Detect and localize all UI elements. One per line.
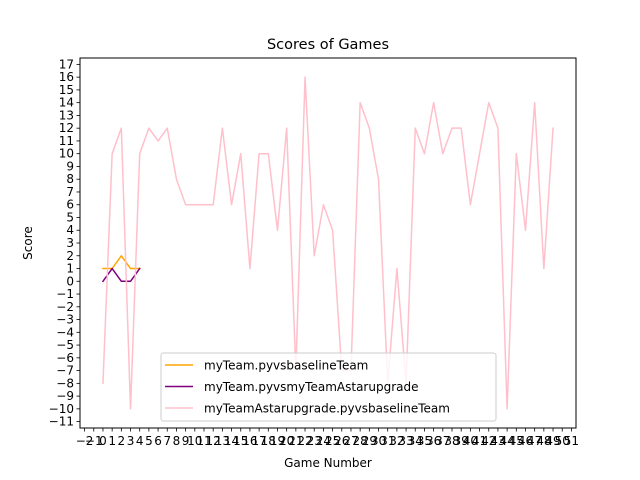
x-tick-label: 28 [353, 434, 368, 448]
x-tick-label: 21 [288, 434, 303, 448]
y-tick-label: −11 [49, 415, 74, 429]
y-tick-label: 5 [66, 210, 74, 224]
x-tick-label: 7 [163, 434, 171, 448]
x-tick-label: 36 [426, 434, 441, 448]
y-tick-label: 15 [59, 83, 74, 97]
y-tick-label: −3 [56, 313, 74, 327]
x-tick-label: 42 [481, 434, 496, 448]
x-tick-label: 19 [270, 434, 285, 448]
y-tick-label: 3 [66, 236, 74, 250]
x-tick-label: 4 [136, 434, 144, 448]
x-tick-label: 31 [380, 434, 395, 448]
y-tick-label: 7 [66, 185, 74, 199]
x-tick-label: 37 [435, 434, 450, 448]
y-tick-label: 0 [66, 274, 74, 288]
x-tick-label: 30 [371, 434, 386, 448]
x-tick-label: 12 [206, 434, 221, 448]
x-tick-label: 1 [108, 434, 116, 448]
x-tick-label: 44 [499, 434, 514, 448]
x-tick-label: 45 [509, 434, 524, 448]
x-axis-label: Game Number [284, 456, 372, 470]
y-tick-label: 2 [66, 249, 74, 263]
legend: myTeam.pyvsbaselineTeam myTeam.pyvsmyTeam… [160, 352, 497, 422]
legend-label-1: myTeam.pyvsmyTeamAstarupgrade [204, 380, 418, 394]
x-tick-label: 32 [389, 434, 404, 448]
x-tick-label: 10 [187, 434, 202, 448]
x-tick-label: 34 [408, 434, 423, 448]
x-tick-label: 3 [127, 434, 135, 448]
x-tick-label: 15 [233, 434, 248, 448]
x-tick-label: 13 [215, 434, 230, 448]
y-tick-label: −1 [56, 287, 74, 301]
series-line-2 [102, 76, 554, 410]
x-tick-label: 50 [555, 434, 570, 448]
y-tick-label: 10 [59, 147, 74, 161]
x-tick-label: 24 [316, 434, 331, 448]
x-tick-label: 47 [527, 434, 542, 448]
x-tick-label: 26 [334, 434, 349, 448]
x-tick-label: 11 [196, 434, 211, 448]
y-axis-label: Score [21, 226, 35, 260]
series-layer [101, 76, 554, 410]
x-tick-label: 16 [242, 434, 257, 448]
y-tick-label: 14 [59, 96, 74, 110]
x-tick-label: 8 [173, 434, 181, 448]
y-tick-label: 4 [66, 223, 74, 237]
y-tick-label: −9 [56, 389, 74, 403]
x-tick-label: 29 [362, 434, 377, 448]
x-tick-label: 35 [417, 434, 432, 448]
y-tick-label: 6 [66, 198, 74, 212]
legend-label-2: myTeamAstarupgrade.pyvsbaselineTeam [204, 402, 450, 416]
x-tick-label: 51 [564, 434, 579, 448]
x-tick-label: 33 [398, 434, 413, 448]
y-tick-label: −4 [56, 325, 74, 339]
x-tick-label: 27 [343, 434, 358, 448]
x-axis-ticks: −2−10 1 2 3 4 5 6 7 8 910111213141516171819202122… [76, 428, 579, 448]
x-tick-label: 14 [224, 434, 239, 448]
series-line-0 [102, 255, 141, 270]
chart-title: Scores of Games [267, 37, 389, 53]
x-tick-label: −1 [85, 434, 103, 448]
x-tick-label: 20 [279, 434, 294, 448]
x-tick-label: 2 [118, 434, 126, 448]
x-tick-label: 0 [99, 434, 107, 448]
y-tick-label: 8 [66, 172, 74, 186]
x-tick-label: 48 [536, 434, 551, 448]
y-tick-label: 16 [59, 70, 74, 84]
x-tick-label: 25 [325, 434, 340, 448]
y-tick-label: −7 [56, 364, 74, 378]
y-tick-label: 13 [59, 108, 74, 122]
legend-label-0: myTeam.pyvsbaselineTeam [204, 359, 368, 373]
y-tick-label: 9 [66, 159, 74, 173]
y-tick-label: −6 [56, 351, 74, 365]
y-tick-label: −5 [56, 338, 74, 352]
x-tick-label: 23 [307, 434, 322, 448]
y-tick-label: 12 [59, 121, 74, 135]
y-tick-label: −2 [56, 300, 74, 314]
x-tick-label: 17 [251, 434, 266, 448]
x-tick-label: 9 [182, 434, 190, 448]
y-tick-label: −10 [49, 402, 74, 416]
x-tick-label: 5 [145, 434, 153, 448]
x-tick-label: 46 [518, 434, 533, 448]
x-tick-label: 6 [154, 434, 162, 448]
x-tick-label: −2 [76, 434, 94, 448]
x-tick-label: 43 [490, 434, 505, 448]
legend-box [160, 352, 497, 422]
x-tick-label: 49 [545, 434, 560, 448]
y-tick-label: 11 [59, 134, 74, 148]
series-line-1 [101, 267, 141, 283]
x-tick-label: 40 [463, 434, 478, 448]
x-tick-label: 41 [472, 434, 487, 448]
y-tick-label: −8 [56, 376, 74, 390]
y-tick-label: 17 [59, 57, 74, 71]
x-tick-label: 18 [261, 434, 276, 448]
x-tick-label: 38 [444, 434, 459, 448]
x-tick-label: 22 [297, 434, 312, 448]
x-tick-label: 39 [454, 434, 469, 448]
y-tick-label: 1 [66, 262, 74, 276]
y-axis-ticks: −11−10−9−8−7−6−5−4−3−2−10123456789101112… [49, 57, 80, 429]
